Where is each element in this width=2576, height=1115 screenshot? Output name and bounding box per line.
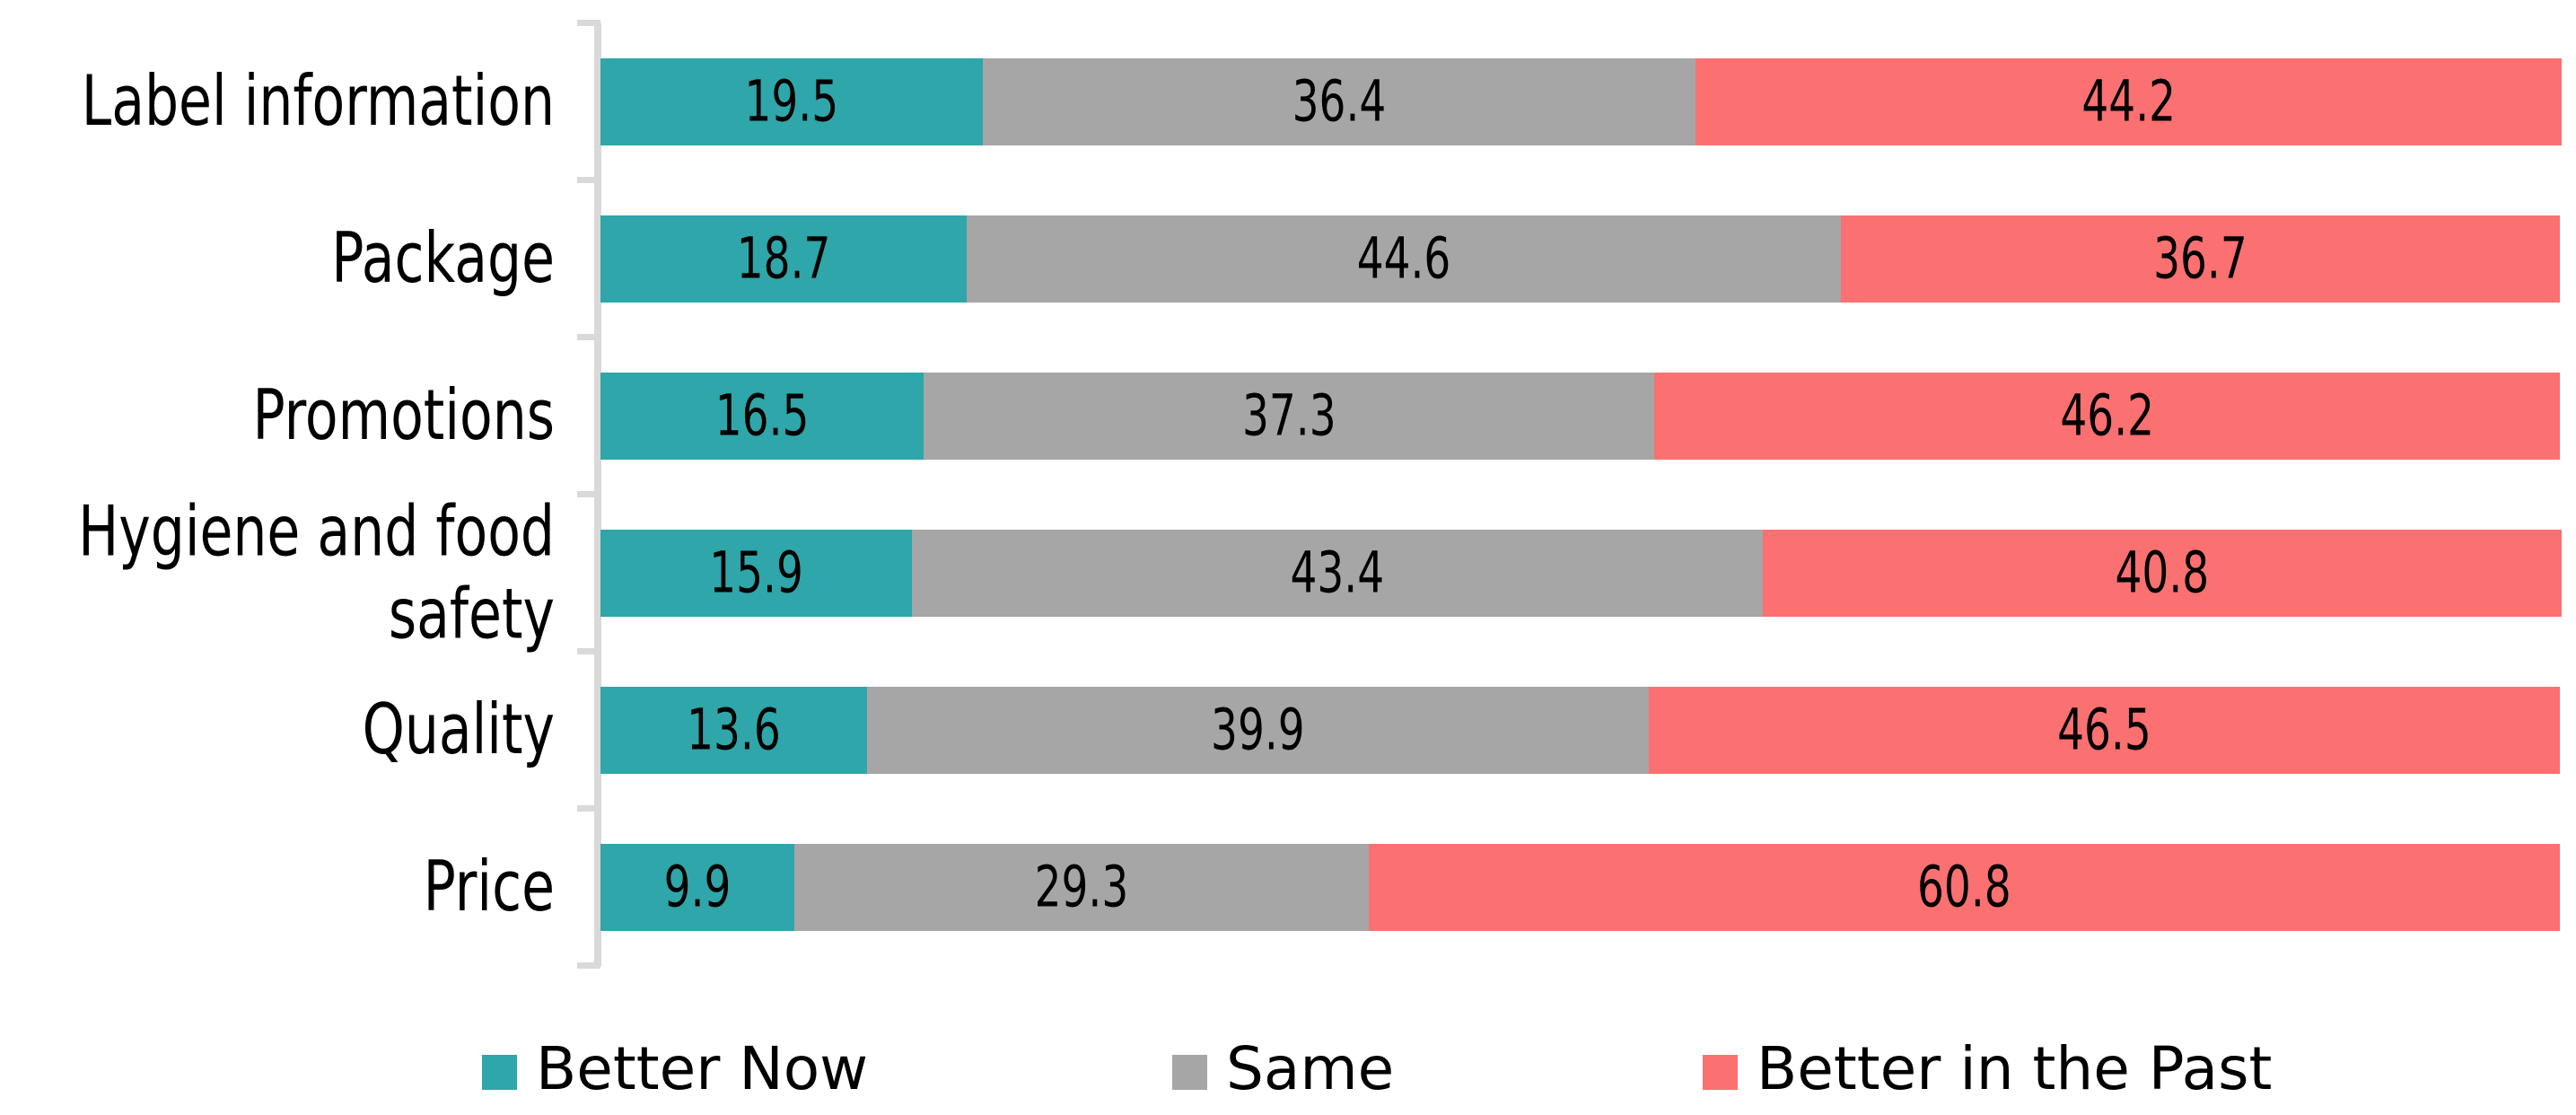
y-axis-tick (577, 962, 600, 969)
value-label: 19.5 (744, 68, 839, 136)
bar-segment-better-in-the-past: 36.7 (1840, 215, 2560, 303)
value-label: 43.4 (1290, 540, 1385, 607)
value-label: 9.9 (663, 854, 732, 921)
value-label: 13.6 (687, 697, 781, 764)
legend-item-better-now: Better Now (482, 1038, 868, 1106)
legend-item-same: Same (1172, 1038, 1394, 1106)
bar-segment-same: 29.3 (794, 844, 1369, 931)
bar-segment-better-in-the-past: 40.8 (1762, 530, 2563, 617)
value-label: 46.5 (2057, 697, 2151, 764)
category-label-text: Package (331, 217, 555, 300)
category-label: Promotions (0, 314, 555, 519)
bar-segment-same: 44.6 (967, 215, 1841, 303)
category-label: Quality (0, 628, 555, 833)
bar-segment-better-now: 9.9 (600, 844, 795, 931)
bar-segment-better-now: 19.5 (600, 58, 983, 145)
value-label: 18.7 (736, 225, 831, 293)
y-axis-tick (577, 20, 600, 26)
legend-label: Same (1226, 1034, 1395, 1103)
value-label: 29.3 (1034, 854, 1129, 921)
bar-segment-same: 37.3 (924, 373, 1655, 460)
legend-swatch-icon (482, 1054, 517, 1090)
y-axis-tick (577, 491, 600, 497)
category-label: Package (0, 157, 555, 362)
bar-segment-better-in-the-past: 44.2 (1695, 58, 2563, 145)
value-label: 36.4 (1292, 68, 1387, 136)
y-axis-tick (577, 805, 600, 812)
legend-label: Better in the Past (1757, 1034, 2273, 1103)
category-label: Price (0, 786, 555, 990)
bar-segment-better-in-the-past: 60.8 (1368, 844, 2560, 931)
bar-segment-better-in-the-past: 46.5 (1648, 687, 2560, 774)
y-axis-tick (577, 334, 600, 340)
category-label: Hygiene and food safety (0, 471, 555, 676)
category-label-text: Label information (81, 60, 555, 143)
value-label: 44.2 (2081, 68, 2177, 136)
category-label: Label information (0, 0, 555, 204)
y-axis-tick (577, 177, 600, 183)
value-label: 40.8 (2115, 540, 2210, 607)
legend-item-better-in-the-past: Better in the Past (1703, 1038, 2272, 1106)
category-label-text: Quality (362, 689, 555, 771)
value-label: 15.9 (709, 540, 803, 607)
y-axis-tick (577, 648, 600, 654)
category-label-text: Promotions (252, 374, 555, 457)
legend-swatch-icon (1703, 1054, 1738, 1090)
bar-segment-better-now: 15.9 (600, 530, 913, 617)
value-label: 44.6 (1356, 225, 1451, 293)
bar-segment-same: 39.9 (866, 687, 1649, 774)
category-label-text: Price (423, 846, 555, 928)
value-label: 46.2 (2060, 382, 2155, 450)
category-label-text: Hygiene and food safety (78, 490, 555, 655)
bar-segment-same: 43.4 (912, 530, 1763, 617)
value-label: 39.9 (1211, 697, 1305, 764)
bar-segment-better-now: 16.5 (600, 373, 924, 460)
bar-segment-better-now: 13.6 (600, 687, 867, 774)
legend-swatch-icon (1172, 1054, 1207, 1090)
value-label: 16.5 (714, 382, 810, 450)
bar-segment-better-in-the-past: 46.2 (1654, 373, 2560, 460)
value-label: 60.8 (1917, 854, 2011, 921)
bar-segment-better-now: 18.7 (600, 215, 968, 303)
value-label: 37.3 (1241, 382, 1336, 450)
bar-segment-same: 36.4 (982, 58, 1696, 145)
value-label: 36.7 (2153, 225, 2247, 293)
legend-label: Better Now (536, 1034, 869, 1103)
